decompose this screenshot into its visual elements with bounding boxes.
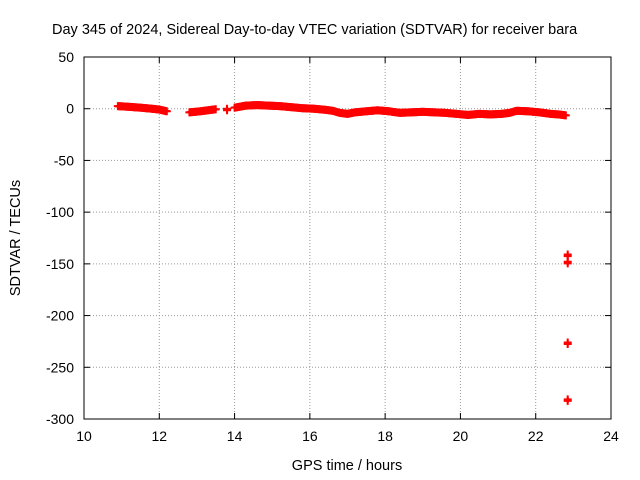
x-tick-label: 10 xyxy=(76,428,92,444)
y-tick-label: 0 xyxy=(66,101,74,117)
data-point xyxy=(162,107,171,116)
x-tick-label: 22 xyxy=(528,428,544,444)
chart-title: Day 345 of 2024, Sidereal Day-to-day VTE… xyxy=(52,22,578,38)
x-tick-label: 12 xyxy=(151,428,167,444)
x-axis-label: GPS time / hours xyxy=(292,458,402,474)
y-tick-label: -200 xyxy=(46,308,74,324)
y-tick-label: 50 xyxy=(58,49,74,65)
y-tick-label: -50 xyxy=(54,152,74,168)
y-axis-label: SDTVAR / TECUs xyxy=(8,180,24,296)
grid xyxy=(84,57,611,419)
y-tick-label: -150 xyxy=(46,256,74,272)
data-point xyxy=(211,105,220,114)
x-tick-label: 24 xyxy=(603,428,619,444)
plot-frame xyxy=(83,56,612,420)
axes: 10 12 14 16 18 20 22 24 50 0 -50 -100 -150 -200 -250 -3… xyxy=(46,49,619,444)
y-tick-label: -300 xyxy=(46,411,74,427)
data-point xyxy=(563,340,572,349)
x-tick-label: 14 xyxy=(227,428,243,444)
x-tick-label: 20 xyxy=(453,428,469,444)
y-tick-label: -250 xyxy=(46,359,74,375)
x-tick-label: 18 xyxy=(377,428,393,444)
x-tick-label: 16 xyxy=(302,428,318,444)
data-point xyxy=(563,259,572,268)
data-points xyxy=(113,101,572,405)
data-point xyxy=(563,396,572,405)
data-point xyxy=(561,111,570,120)
data-point xyxy=(223,106,232,115)
y-tick-label: -100 xyxy=(46,204,74,220)
